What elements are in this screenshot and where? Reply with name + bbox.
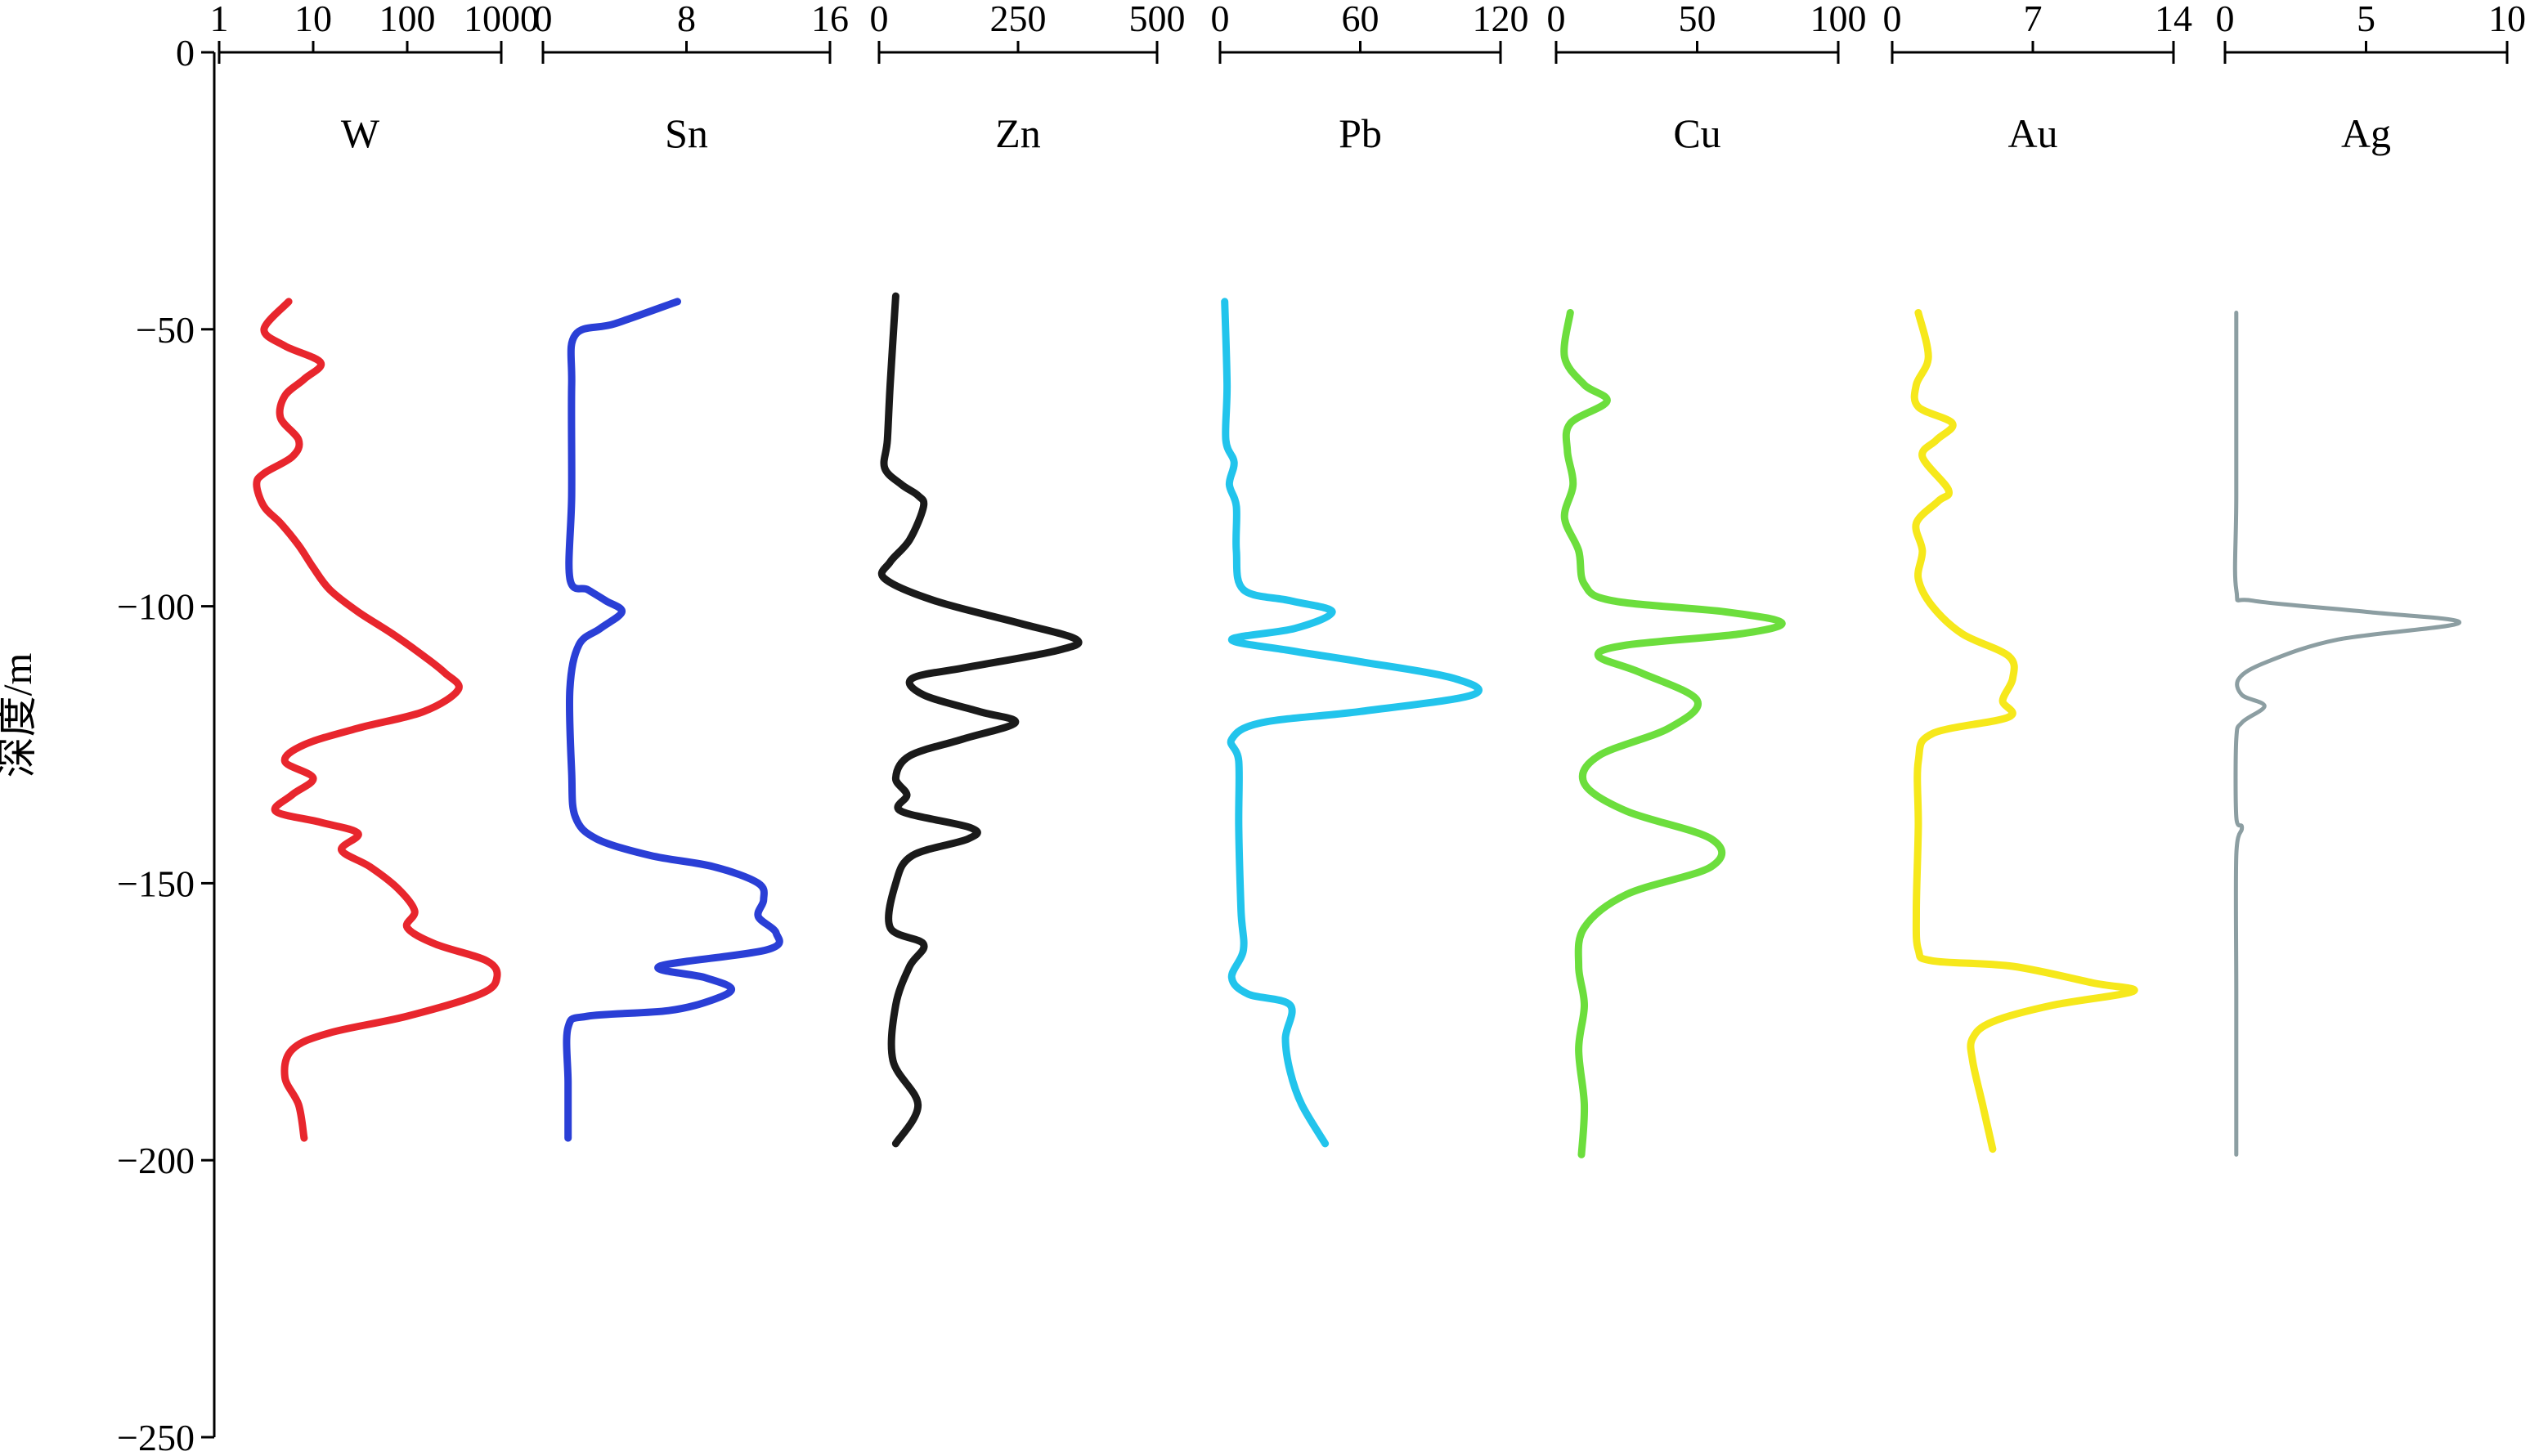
y-tick-label: −150: [117, 862, 195, 904]
x-tick-label: 5: [2357, 0, 2375, 39]
x-tick-label: 60: [1342, 0, 1379, 39]
x-axis-line-zn: [877, 51, 1159, 64]
y-axis-label: 深度/m: [0, 653, 40, 778]
x-tick-label: 100: [379, 0, 436, 39]
x-tick-label: 16: [811, 0, 849, 39]
series-label-cu: Cu: [1673, 110, 1720, 156]
x-tick-label: 0: [1883, 0, 1902, 39]
series-line-au: [1910, 309, 2138, 1154]
series-line-ag: [2232, 311, 2461, 1157]
x-tick-label: 1: [210, 0, 229, 39]
series-label-ag: Ag: [2341, 110, 2391, 156]
panel-sn: 0 8 16 Sn: [534, 0, 849, 1142]
x-axis-line-sn: [541, 51, 832, 64]
series-line-zn: [877, 292, 1083, 1148]
x-tick-label: 100: [1810, 0, 1867, 39]
x-tick-label: 8: [677, 0, 696, 39]
panel-pb: 0 60 120 Pb: [1211, 0, 1529, 1148]
series-line-pb: [1221, 298, 1483, 1148]
x-tick-label: 0: [2216, 0, 2235, 39]
x-tick-label: 10: [2488, 0, 2526, 39]
panel-cu: 0 50 100 Cu: [1547, 0, 1867, 1158]
x-axis-line-ag: [2223, 51, 2509, 64]
x-tick-label: 0: [1211, 0, 1230, 39]
x-tick-label: 0: [870, 0, 889, 39]
y-tick-label: −250: [117, 1417, 195, 1456]
x-tick-label: 1000: [464, 0, 539, 39]
series-label-zn: Zn: [995, 110, 1041, 156]
y-tick-label: −50: [136, 309, 195, 351]
panel-w: 1 10 100 1000 W: [210, 0, 539, 1142]
series-line-cu: [1560, 309, 1786, 1158]
panel-zn: 0 250 500 Zn: [870, 0, 1186, 1148]
x-tick-label: 120: [1473, 0, 1529, 39]
panel-au: 0 7 14 Au: [1883, 0, 2192, 1154]
x-tick-label: 14: [2155, 0, 2192, 39]
y-tick-label: −200: [117, 1140, 195, 1181]
x-tick-label: 250: [990, 0, 1047, 39]
series-line-w: [253, 298, 501, 1142]
series-label-pb: Pb: [1339, 110, 1382, 156]
x-axis-line-w: [218, 51, 503, 64]
x-tick-label: 0: [1547, 0, 1566, 39]
x-tick-label: 50: [1679, 0, 1716, 39]
x-tick-label: 0: [534, 0, 553, 39]
x-axis-line-cu: [1554, 51, 1840, 64]
series-label-w: W: [341, 110, 380, 156]
series-label-sn: Sn: [665, 110, 708, 156]
x-tick-label: 500: [1129, 0, 1186, 39]
series-line-sn: [563, 298, 783, 1142]
x-axis-line-pb: [1218, 51, 1502, 64]
x-tick-label: 7: [2024, 0, 2043, 39]
panel-ag: 0 5 10 Ag: [2216, 0, 2526, 1157]
y-tick-label: 0: [176, 32, 195, 74]
x-axis-line-au: [1891, 51, 2175, 64]
x-tick-label: 10: [294, 0, 332, 39]
y-tick-label: −100: [117, 586, 195, 628]
series-label-au: Au: [2007, 110, 2057, 156]
